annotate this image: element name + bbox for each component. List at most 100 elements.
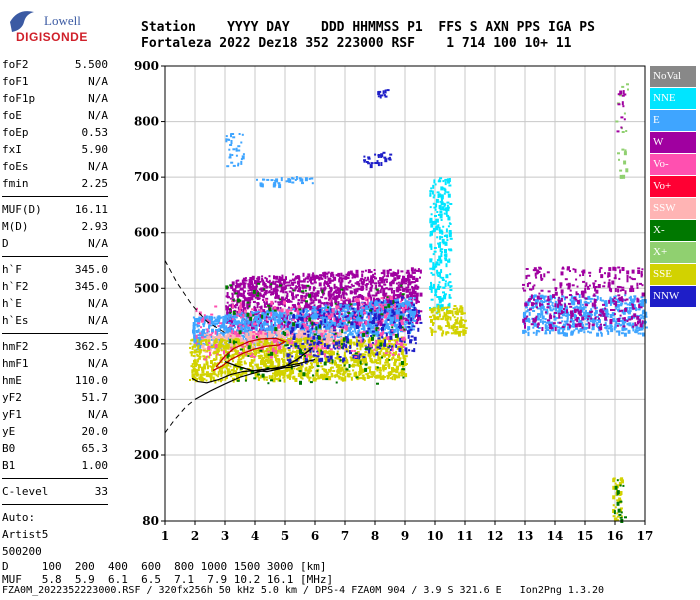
echo-point [208,324,211,329]
echo-point [417,315,419,320]
echo-point [380,347,384,350]
echo-point [393,368,396,373]
echo-point [334,341,338,346]
echo-point [300,313,303,316]
echo-point [386,357,389,360]
echo-point [326,351,329,354]
echo-point [386,336,390,341]
echo-point [250,314,252,317]
param-row: foF1p N/A [2,90,108,107]
echo-point [312,360,315,363]
echo-point [335,274,338,277]
echo-point [230,316,233,321]
echo-point [283,321,286,324]
echo-point [280,277,284,281]
echo-point [376,369,379,372]
echo-point [349,331,353,336]
echo-point [332,370,336,372]
echo-point [361,296,365,301]
echo-point [268,332,271,337]
echo-point [289,279,293,282]
echo-point [222,339,226,342]
echo-point [367,308,371,311]
echo-point [330,313,334,318]
echo-point [294,378,298,382]
echo-point [355,301,359,304]
echo-point [378,282,381,287]
echo-point [236,366,238,371]
echo-point [372,316,376,319]
echo-point [373,269,376,271]
echo-point [405,271,408,274]
echo-point [345,317,349,320]
echo-point [389,281,393,284]
echo-point [278,329,281,334]
echo-point [203,332,207,335]
echo-point [368,356,371,359]
echo-point [352,303,355,306]
echo-point [412,295,416,297]
echo-point [273,353,277,358]
echo-point [301,330,304,333]
echo-point [249,316,253,321]
echo-point [393,321,395,324]
echo-point [341,277,345,280]
echo-point [339,359,342,362]
echo-point [246,312,250,317]
echo-point [316,331,319,334]
echo-point [282,376,285,379]
echo-point [364,276,367,279]
echo-point [248,284,252,289]
echo-point [232,371,235,374]
echo-point [361,281,365,286]
echo-point [439,296,442,299]
echo-point [366,331,369,334]
echo-point [247,292,249,295]
echo-point [394,315,397,320]
echo-point [411,317,414,322]
echo-point [400,361,404,365]
echo-point [240,319,243,324]
param-name: yF2 [2,391,22,404]
param-row: fmin 2.25 [2,175,108,192]
echo-point [275,334,278,337]
echo-point [194,323,198,326]
echo-point [368,280,372,283]
echo-point [346,285,350,288]
echo-point [230,320,234,324]
echo-point [323,271,327,274]
echo-point [396,286,400,291]
echo-point [236,379,240,382]
echo-point [360,343,364,348]
echo-point [328,376,332,381]
echo-point [372,279,374,284]
echo-point [397,375,400,378]
echo-point [350,317,352,320]
echo-point [304,372,308,377]
echo-point [358,340,361,345]
echo-point [340,288,344,291]
echo-point [260,287,264,290]
echo-point [361,322,365,327]
echo-point [330,271,334,276]
echo-point [203,373,207,376]
echo-point [362,338,365,341]
echo-point [197,324,201,327]
echo-point [335,295,339,300]
echo-point [280,289,283,292]
echo-point [248,331,252,334]
echo-point [283,347,286,352]
echo-point [330,328,333,331]
echo-point [361,354,364,356]
echo-point [447,248,450,251]
echo-point [416,300,420,303]
echo-point [342,369,345,372]
echo-point [247,319,251,324]
echo-point [198,364,201,369]
echo-point [190,351,193,354]
echo-point [225,364,229,367]
echo-point [390,314,394,317]
echo-point [433,206,437,209]
echo-point [431,190,434,195]
echo-point [313,292,316,297]
